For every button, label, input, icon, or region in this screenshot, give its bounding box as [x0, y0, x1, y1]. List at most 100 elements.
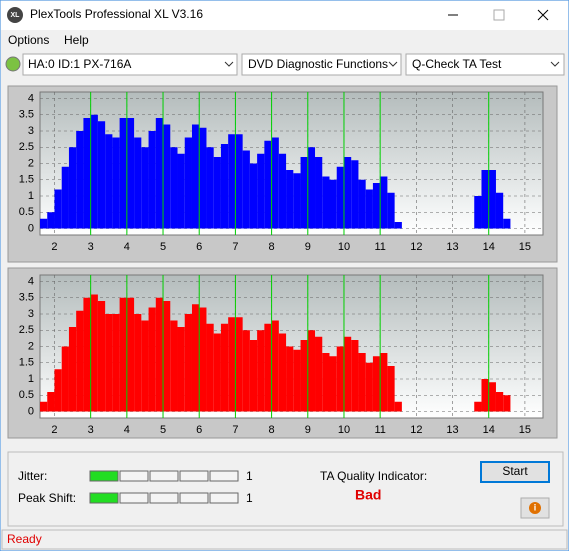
x-tick-label: 14 [483, 241, 495, 253]
bar [351, 160, 359, 229]
bar [213, 333, 221, 412]
jitter-value: 1 [246, 469, 253, 483]
bar [271, 320, 279, 412]
x-tick-label: 11 [374, 241, 385, 253]
x-tick-label: 6 [196, 241, 202, 253]
bar [97, 301, 106, 412]
function-combo[interactable] [241, 53, 402, 76]
bar [134, 137, 142, 229]
bar [199, 307, 207, 412]
bar [372, 183, 381, 229]
bar [184, 137, 192, 229]
bar [126, 297, 135, 412]
bar [286, 170, 294, 229]
y-tick-label: 4 [28, 92, 34, 104]
bar [112, 137, 120, 229]
bar [481, 379, 489, 412]
function-combo-text: DVD Diagnostic Functions [248, 57, 388, 71]
x-tick-label: 9 [305, 424, 311, 436]
bar [307, 330, 316, 412]
y-tick-label: 1.5 [19, 174, 34, 186]
x-tick-label: 8 [269, 424, 275, 436]
x-tick-label: 10 [338, 241, 350, 253]
x-tick-label: 15 [519, 241, 531, 253]
close-button[interactable] [537, 9, 549, 21]
y-tick-label: 1.5 [19, 357, 34, 369]
gauge-segment [149, 470, 179, 482]
bar [286, 346, 294, 412]
bar [170, 147, 178, 229]
bar [119, 118, 127, 229]
bar [220, 323, 229, 412]
info-icon-text: i [534, 502, 537, 512]
bar [351, 340, 359, 412]
bar [40, 401, 48, 412]
y-tick-label: 1 [28, 373, 34, 385]
test-combo-text: Q-Check TA Test [412, 57, 502, 71]
menu-help[interactable]: Help [64, 33, 89, 47]
x-tick-label: 13 [446, 424, 458, 436]
drive-combo[interactable] [22, 53, 238, 76]
bar [372, 356, 381, 412]
bar [278, 153, 287, 229]
bar [119, 297, 127, 412]
bar [213, 157, 221, 229]
bar [105, 314, 113, 412]
bar [141, 320, 149, 412]
bar [503, 218, 511, 229]
bar [278, 333, 287, 412]
bar [105, 134, 113, 229]
status-bar [1, 529, 568, 550]
x-tick-label: 2 [51, 241, 57, 253]
y-tick-label: 3.5 [19, 109, 34, 121]
gauge-segment [179, 470, 209, 482]
gauge-segment-filled [89, 470, 119, 482]
bar [184, 314, 192, 412]
start-button[interactable] [480, 461, 550, 483]
bar [47, 212, 55, 229]
drive-icon [5, 56, 21, 72]
bar [249, 340, 258, 412]
gauge-segment-filled [89, 492, 119, 504]
bar [206, 323, 214, 412]
peak-shift-value: 1 [246, 491, 253, 505]
y-tick-label: 3 [28, 125, 34, 137]
bar [394, 401, 402, 412]
bar [206, 147, 214, 229]
bar [242, 150, 250, 229]
bar [264, 140, 272, 229]
bar [474, 401, 482, 412]
maximize-button[interactable] [493, 9, 505, 21]
bar [249, 163, 258, 229]
test-combo[interactable] [405, 53, 565, 76]
bar [293, 173, 301, 229]
bar [54, 189, 62, 229]
bar [336, 346, 344, 412]
x-tick-label: 7 [232, 424, 238, 436]
bar [61, 166, 69, 229]
gauge-segment [209, 470, 239, 482]
bar [148, 131, 156, 229]
y-tick-label: 0.5 [19, 389, 34, 401]
bar [488, 170, 496, 229]
bar [155, 297, 164, 412]
bar [271, 137, 279, 229]
bar [336, 166, 344, 229]
bar [155, 118, 164, 229]
bar [199, 127, 207, 229]
window-title: PlexTools Professional XL V3.16 [30, 7, 203, 21]
bar [228, 134, 236, 229]
gauge-segment [209, 492, 239, 504]
y-tick-label: 1 [28, 190, 34, 202]
bar [228, 317, 236, 412]
bar [365, 189, 373, 229]
bar [134, 314, 142, 412]
menu-options[interactable]: Options [8, 33, 49, 47]
x-tick-label: 9 [305, 241, 311, 253]
gauge-segment [119, 492, 149, 504]
x-tick-label: 5 [160, 241, 166, 253]
bar [495, 192, 504, 229]
bar [97, 121, 106, 229]
bar [220, 144, 229, 229]
